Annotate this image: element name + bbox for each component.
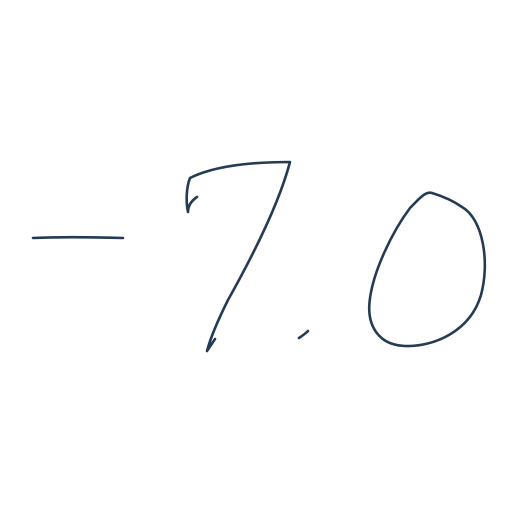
seven-stroke — [185, 160, 292, 353]
zero-stroke — [367, 191, 487, 348]
decimal-point-stroke — [297, 329, 310, 340]
minus-stroke — [31, 235, 125, 240]
